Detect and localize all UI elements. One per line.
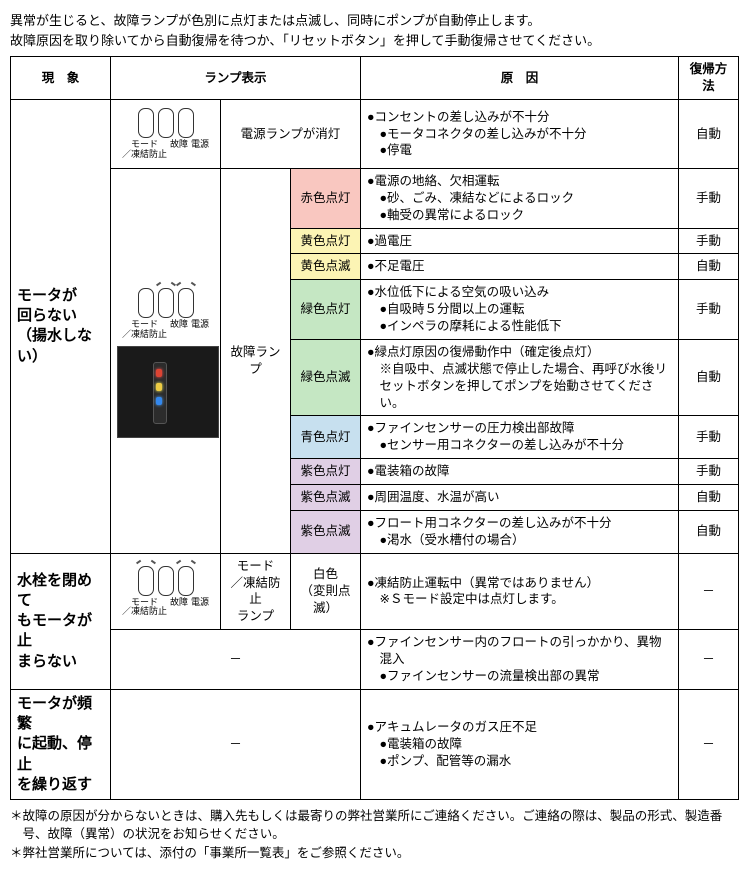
symptom-s3: モータが頻繁 に起動、停止 を繰り返す [11,689,111,799]
lamptext-modefreeze: モード ／凍結防止 ランプ [221,553,291,630]
color-yellowBlink: 黄色点滅 [291,254,361,280]
color-blueOn: 青色点灯 [291,416,361,459]
color-yellowOn: 黄色点灯 [291,228,361,254]
row-whiteBlink: 水栓を閉めて もモータが止 まらない モード ／凍結防止故障電源 モード ／凍結… [11,553,739,630]
lampwrap-poweroff: モード ／凍結防止故障電源 [111,100,221,169]
h-cause: 原 因 [361,57,679,100]
cause-red: ●電源の地絡、欠相運転 ●砂、ごみ、凍結などによるロック ●軸受の異常によるロッ… [361,168,679,228]
intro-text: 異常が生じると、故障ランプが色別に点灯または点滅し、同時にポンプが自動停止します… [10,12,739,50]
lamptext-poweroff: 電源ランプが消灯 [221,100,361,169]
color-whiteBlink: 白色 （変則点滅） [291,553,361,630]
cause-purpleBlinkA: ●周囲温度、水温が高い [361,485,679,511]
rec-greenBlink: 自動 [679,339,739,416]
lamp-photo [117,346,219,438]
color-purpleBlinkA: 紫色点滅 [291,485,361,511]
h-lamp: ランプ表示 [111,57,361,100]
rec-purpleBlinkA: 自動 [679,485,739,511]
row-repeat: モータが頻繁 に起動、停止 を繰り返す － ●アキュムレータのガス圧不足 ●電装… [11,689,739,799]
lampwrap-fault: モード ／凍結防止故障電源 [111,168,221,553]
lamptext-fault: 故障ランプ [221,168,291,553]
symptom-s1: モータが 回らない （揚水しない） [11,100,111,554]
color-purpleOn: 紫色点灯 [291,459,361,485]
cause-greenOn: ●水位低下による空気の吸い込み ●自吸時５分間以上の運転 ●インペラの摩耗による… [361,280,679,340]
rec-noStop: － [679,630,739,690]
cause-purpleBlinkB: ●フロート用コネクターの差し込みが不十分 ●渇水（受水槽付の場合） [361,510,679,553]
dash-repeat: － [111,689,361,799]
cause-noStop: ●ファインセンサー内のフロートの引っかかり、異物混入 ●ファインセンサーの流量検… [361,630,679,690]
cause-blueOn: ●ファインセンサーの圧力検出部故障 ●センサー用コネクターの差し込みが不十分 [361,416,679,459]
row-poweroff: モータが 回らない （揚水しない） モード ／凍結防止故障電源 電源ランプが消灯… [11,100,739,169]
cause-yellowOn: ●過電圧 [361,228,679,254]
cause-purpleOn: ●電装箱の故障 [361,459,679,485]
rec-repeat: － [679,689,739,799]
intro-line2: 故障原因を取り除いてから自動復帰を待つか、「リセットボタン」を押して手動復帰させ… [10,32,739,50]
cause-poweroff: ●コンセントの差し込みが不十分 ●モータコネクタの差し込みが不十分 ●停電 [361,100,679,169]
rec-red: 手動 [679,168,739,228]
footnote-1: ＊故障の原因が分からないときは、購入先もしくは最寄りの弊社営業所にご連絡ください… [10,808,739,843]
row-red: モード ／凍結防止故障電源 故障ランプ 赤色点灯 ●電源の地絡、欠相運転 ●砂、… [11,168,739,228]
fault-table: 現 象 ランプ表示 原 因 復帰方法 モータが 回らない （揚水しない） モード… [10,56,739,800]
footnotes: ＊故障の原因が分からないときは、購入先もしくは最寄りの弊社営業所にご連絡ください… [10,808,739,863]
rec-purpleOn: 手動 [679,459,739,485]
rec-yellowOn: 手動 [679,228,739,254]
color-purpleBlinkB: 紫色点滅 [291,510,361,553]
rec-yellowBlink: 自動 [679,254,739,280]
dash-noStop: － [111,630,361,690]
color-greenOn: 緑色点灯 [291,280,361,340]
cause-greenBlink: ●緑点灯原因の復帰動作中（確定後点灯） ※自吸中、点滅状態で停止した場合、再呼び… [361,339,679,416]
cause-whiteBlink: ●凍結防止運転中（異常ではありません） ※Ｓモード設定中は点灯します。 [361,553,679,630]
header-row: 現 象 ランプ表示 原 因 復帰方法 [11,57,739,100]
h-symptom: 現 象 [11,57,111,100]
color-red: 赤色点灯 [291,168,361,228]
rec-greenOn: 手動 [679,280,739,340]
rec-blueOn: 手動 [679,416,739,459]
rec-purpleBlinkB: 自動 [679,510,739,553]
cause-yellowBlink: ●不足電圧 [361,254,679,280]
color-greenBlink: 緑色点滅 [291,339,361,416]
lampwrap-mode: モード ／凍結防止故障電源 [111,553,221,630]
cause-repeat: ●アキュムレータのガス圧不足 ●電装箱の故障 ●ポンプ、配管等の漏水 [361,689,679,799]
row-noStop: － ●ファインセンサー内のフロートの引っかかり、異物混入 ●ファインセンサーの流… [11,630,739,690]
footnote-2: ＊弊社営業所については、添付の「事業所一覧表」をご参照ください。 [10,845,739,863]
symptom-s2: 水栓を閉めて もモータが止 まらない [11,553,111,689]
intro-line1: 異常が生じると、故障ランプが色別に点灯または点滅し、同時にポンプが自動停止します… [10,12,739,30]
rec-poweroff: 自動 [679,100,739,169]
h-recovery: 復帰方法 [679,57,739,100]
rec-whiteBlink: － [679,553,739,630]
